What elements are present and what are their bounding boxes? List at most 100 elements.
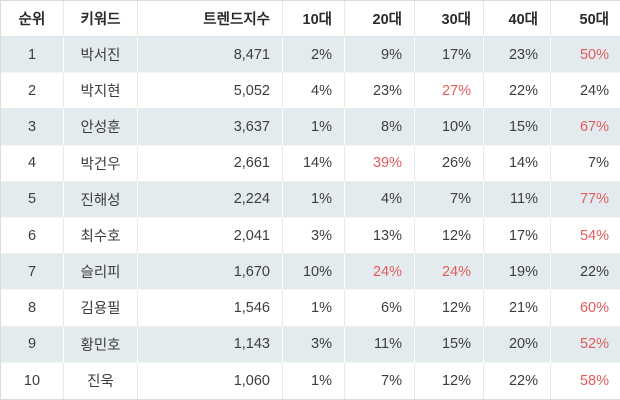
trend-index-cell: 2,041: [138, 217, 283, 255]
age-percent-cell: 23%: [345, 73, 415, 110]
keyword-cell: 박지현: [64, 73, 138, 110]
keyword-cell: 슬리피: [64, 254, 138, 291]
rank-cell: 7: [1, 254, 64, 291]
age-percent-cell: 1%: [283, 290, 345, 327]
age-percent-cell: 19%: [484, 254, 551, 291]
trend-index-cell: 1,060: [138, 362, 283, 399]
age-percent-cell: 10%: [283, 254, 345, 291]
age-percent-cell: 15%: [484, 109, 551, 146]
age-percent-cell: 7%: [551, 146, 620, 182]
age-percent-cell: 4%: [283, 73, 345, 110]
table-row: 10 진욱 1,060 1% 7% 12% 22% 58%: [1, 362, 620, 399]
table-body: 1 박서진 8,471 2% 9% 17% 23% 50% 2 박지현 5,052 4% 23% 27% 2…: [1, 37, 620, 399]
age-percent-cell: 24%: [345, 254, 415, 291]
column-header-age-30s: 30대: [415, 1, 484, 37]
age-percent-cell: 60%: [551, 290, 620, 327]
age-percent-cell: 3%: [283, 217, 345, 255]
age-percent-cell: 58%: [579, 372, 609, 389]
age-percent-cell: 1%: [283, 181, 345, 218]
age-percent-cell: 27%: [415, 73, 484, 110]
trend-index-cell: 2,224: [138, 181, 283, 218]
age-percent-cell: 13%: [345, 217, 415, 255]
age-percent-cell: 1%: [283, 362, 345, 399]
table-row: 5 진해성 2,224 1% 4% 7% 11% 77%: [1, 181, 620, 218]
rank-cell: 6: [1, 217, 64, 255]
age-percent-cell: 12%: [415, 362, 484, 399]
column-header-age-40s: 40대: [484, 1, 551, 37]
trend-index-cell: 5,052: [138, 73, 283, 110]
age-percent-cell: 50%: [551, 37, 620, 74]
age-percent-cell: 20%: [484, 326, 551, 363]
age-percent-cell: 14%: [283, 145, 345, 182]
keyword-cell: 진욱: [64, 362, 138, 399]
age-percent-cell: 39%: [345, 145, 415, 182]
keyword-cell: 김용필: [64, 290, 138, 327]
column-header-age-10s: 10대: [283, 1, 345, 37]
age-percent-cell: 3%: [283, 326, 345, 363]
keyword-cell: 박건우: [64, 145, 138, 182]
rank-cell: 2: [1, 73, 64, 110]
table-row: 1 박서진 8,471 2% 9% 17% 23% 50%: [1, 37, 620, 74]
table-row: 7 슬리피 1,670 10% 24% 24% 19% 22%: [1, 254, 620, 291]
age-percent-cell: 11%: [345, 326, 415, 363]
keyword-cell: 안성훈: [64, 109, 138, 146]
age-percent-cell: 17%: [415, 37, 484, 74]
age-percent-cell: 22%: [484, 73, 551, 110]
trend-index-cell: 1,670: [138, 254, 283, 291]
column-header-age-20s: 20대: [345, 1, 415, 37]
keyword-cell: 박서진: [64, 37, 138, 74]
age-percent-cell: 7%: [415, 181, 484, 218]
trend-index-cell: 2,661: [138, 145, 283, 182]
rank-cell: 3: [1, 109, 64, 146]
age-percent-cell: 77%: [551, 181, 620, 218]
rank-cell: 8: [1, 290, 64, 327]
age-percent-cell: 14%: [484, 145, 551, 182]
table-row: 2 박지현 5,052 4% 23% 27% 22% 24%: [1, 73, 620, 110]
age-percent-cell: 22%: [484, 362, 551, 399]
trend-index-cell: 3,637: [138, 109, 283, 146]
trend-index-cell: 8,471: [138, 37, 283, 74]
keyword-cell: 황민호: [64, 326, 138, 363]
age-percent-cell: 24%: [551, 73, 620, 110]
age-percent-cell: 21%: [484, 290, 551, 327]
keyword-cell: 최수호: [64, 217, 138, 255]
rank-cell: 5: [1, 181, 64, 218]
age-percent-cell: 24%: [415, 254, 484, 291]
age-percent-cell: 54%: [551, 218, 620, 255]
trend-index-cell: 1,546: [138, 290, 283, 327]
table-row: 4 박건우 2,661 14% 39% 26% 14% 7%: [1, 145, 620, 182]
column-header-trend-index: 트렌드지수: [138, 1, 283, 37]
age-percent-cell: 7%: [345, 362, 415, 399]
age-percent-cell: 8%: [345, 109, 415, 146]
age-percent-cell: 6%: [345, 290, 415, 327]
age-percent-cell: 23%: [484, 37, 551, 74]
header-row: 순위 키워드 트렌드지수 10대 20대 30대 40대 50대: [1, 1, 620, 37]
rank-cell: 10: [1, 362, 64, 399]
age-percent-cell: 10%: [415, 109, 484, 146]
column-header-keyword: 키워드: [64, 1, 138, 37]
age-percent-cell: 17%: [484, 217, 551, 255]
table-row: 6 최수호 2,041 3% 13% 12% 17% 54%: [1, 217, 620, 255]
column-header-rank: 순위: [1, 1, 64, 37]
age-percent-cell: 26%: [415, 145, 484, 182]
age-percent-cell: 2%: [283, 37, 345, 74]
age-percent-cell: 67%: [551, 109, 620, 146]
age-percent-cell: 1%: [283, 109, 345, 146]
table-row: 3 안성훈 3,637 1% 8% 10% 15% 67%: [1, 109, 620, 146]
age-percent-cell: 12%: [415, 290, 484, 327]
table-row: 9 황민호 1,143 3% 11% 15% 20% 52%: [1, 326, 620, 363]
age-percent-cell: 22%: [551, 254, 620, 291]
age-percent-cell: 4%: [345, 181, 415, 218]
keyword-cell: 진해성: [64, 181, 138, 218]
trend-index-cell: 1,143: [138, 326, 283, 363]
age-percent-cell: 9%: [345, 37, 415, 74]
rank-cell: 4: [1, 145, 64, 182]
rank-cell: 9: [1, 326, 64, 363]
age-percent-cell: 12%: [415, 217, 484, 255]
table-row: 8 김용필 1,546 1% 6% 12% 21% 60%: [1, 290, 620, 327]
column-header-age-50s: 50대: [551, 1, 620, 37]
age-percent-cell: 11%: [484, 181, 551, 218]
rank-cell: 1: [1, 37, 64, 74]
